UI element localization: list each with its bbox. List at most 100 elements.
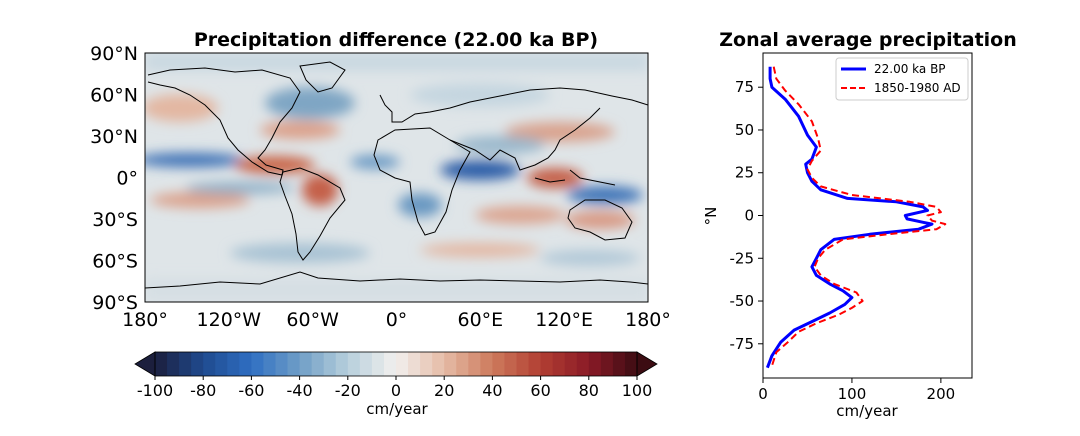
zonal-ylabel: °N xyxy=(702,207,720,226)
anomaly-australia-red xyxy=(565,211,635,229)
anomaly-africa-blue xyxy=(398,193,442,217)
anomaly-arctic xyxy=(145,53,648,71)
anomaly-asia-blue xyxy=(455,136,545,154)
map-y-tick-label: 0° xyxy=(116,168,138,190)
colorbar-segment xyxy=(359,352,373,376)
map-y-tick-labels: 90°N 60°N 30°N 0° 30°S 60°S 90°S xyxy=(90,43,138,314)
colorbar-extend-low xyxy=(134,351,156,377)
colorbar-segment xyxy=(432,352,445,376)
anomaly-s-pacific-blue xyxy=(185,182,295,194)
colorbar-segment xyxy=(203,352,216,376)
map-y-tick-label: 90°N xyxy=(90,43,138,65)
zonal-x-tick-label: 200 xyxy=(927,385,956,403)
zonal-plot-frame xyxy=(762,52,973,379)
colorbar-segment xyxy=(251,352,264,376)
map-field xyxy=(145,53,648,302)
coast-maritime xyxy=(534,169,616,186)
anomaly-eurasia xyxy=(410,83,550,107)
colorbar-segment xyxy=(155,352,168,376)
map-y-tick-label: 30°N xyxy=(90,126,138,148)
zonal-xlabel: cm/year xyxy=(836,402,898,420)
colorbar-segment xyxy=(600,352,614,376)
colorbar-segment xyxy=(347,352,361,376)
coastlines xyxy=(145,61,648,289)
colorbar-segment xyxy=(504,352,517,376)
map-frame xyxy=(144,52,649,303)
anomaly-s-ocean-blue xyxy=(230,243,370,263)
colorbar-tick-label: 60 xyxy=(530,381,550,400)
coast-antarctica xyxy=(145,271,648,289)
colorbar-segment xyxy=(263,352,276,376)
map-x-tick-label: 120°W xyxy=(197,309,262,331)
anomaly-s-ocean-red xyxy=(420,243,540,257)
colorbar-segment xyxy=(492,352,505,376)
coast-asia xyxy=(449,107,601,171)
anomaly-w-pacific-blue xyxy=(567,186,643,204)
anomaly-itcz-pacific-blue xyxy=(145,153,245,167)
map-x-tick-label: 120°E xyxy=(535,309,593,331)
colorbar-segment xyxy=(227,352,240,376)
colorbar-segment xyxy=(444,352,457,376)
colorbar-segment xyxy=(540,352,554,376)
colorbar-tick-label: 0 xyxy=(391,381,401,400)
colorbar-segment xyxy=(287,352,301,376)
colorbar-tick-label: -100 xyxy=(137,381,173,400)
colorbar-tick-label: 40 xyxy=(482,381,502,400)
colorbar-segment xyxy=(239,352,252,376)
colorbar-segment xyxy=(612,352,626,376)
colorbar-segment xyxy=(311,352,325,376)
coast-south-america xyxy=(279,167,346,261)
colorbar-segment xyxy=(420,352,433,376)
zonal-y-tick-label: 50 xyxy=(735,121,754,139)
colorbar-segment xyxy=(191,352,204,376)
map-y-tick-label: 90°S xyxy=(92,292,138,314)
colorbar-segment xyxy=(408,352,421,376)
colorbar-tick-label: 100 xyxy=(622,381,653,400)
anomaly-atlantic-blue xyxy=(350,155,400,169)
colorbar-segment xyxy=(456,352,469,376)
anomaly-s-pacific-red xyxy=(150,192,250,208)
map-y-tick-label: 30°S xyxy=(92,209,138,231)
colorbar-segment xyxy=(564,352,578,376)
colorbar-segment xyxy=(624,352,638,376)
coast-europe xyxy=(379,87,648,123)
colorbar-tick-label: -40 xyxy=(287,381,313,400)
zonal-lines xyxy=(765,66,947,369)
map-y-tick-label: 60°N xyxy=(90,85,138,107)
anomaly-s-america-red xyxy=(302,174,338,206)
legend-label-lgm: 22.00 ka BP xyxy=(874,62,946,76)
anomaly-n-atlantic-red xyxy=(260,121,340,139)
zonal-series-line-0 xyxy=(765,66,934,369)
precip-anomaly-blobs xyxy=(145,53,648,302)
zonal-y-tick-label: 0 xyxy=(744,207,754,225)
colorbar-segment xyxy=(299,352,313,376)
colorbar-tick-label: 80 xyxy=(579,381,599,400)
anomaly-c-america-red xyxy=(235,156,315,174)
anomaly-s-ocean-blue-2 xyxy=(540,250,640,266)
zonal-title: Zonal average precipitation xyxy=(719,29,1017,51)
map-title: Precipitation difference (22.00 ka BP) xyxy=(194,29,598,51)
anomaly-n-atlantic-blue xyxy=(265,87,355,119)
colorbar-segment xyxy=(179,352,192,376)
colorbar-segment xyxy=(215,352,228,376)
legend-box xyxy=(835,57,969,101)
anomaly-indian-blue xyxy=(440,160,520,180)
colorbar-segment xyxy=(371,352,385,376)
colorbar-tick-label: -80 xyxy=(190,381,216,400)
map-x-tick-label: 180° xyxy=(625,309,671,331)
colorbar-segment xyxy=(383,352,397,376)
zonal-y-tick-label: 75 xyxy=(735,78,754,96)
coast-australia xyxy=(567,199,633,241)
zonal-y-tick-label: -75 xyxy=(730,335,755,353)
colorbar: -100 -80 -60 -40 -20 0 20 40 60 80 100 xyxy=(134,351,658,400)
zonal-legend: 22.00 ka BP 1850-1980 AD xyxy=(835,57,969,101)
map-y-tick-label: 60°S xyxy=(92,251,138,273)
anomaly-n-pacific xyxy=(145,94,218,122)
anomaly-asia-red xyxy=(505,122,615,142)
colorbar-segment xyxy=(468,352,481,376)
colorbar-segment xyxy=(396,352,409,376)
legend-label-preindustrial: 1850-1980 AD xyxy=(874,81,961,95)
zonal-x-tick-label: 0 xyxy=(758,385,768,403)
